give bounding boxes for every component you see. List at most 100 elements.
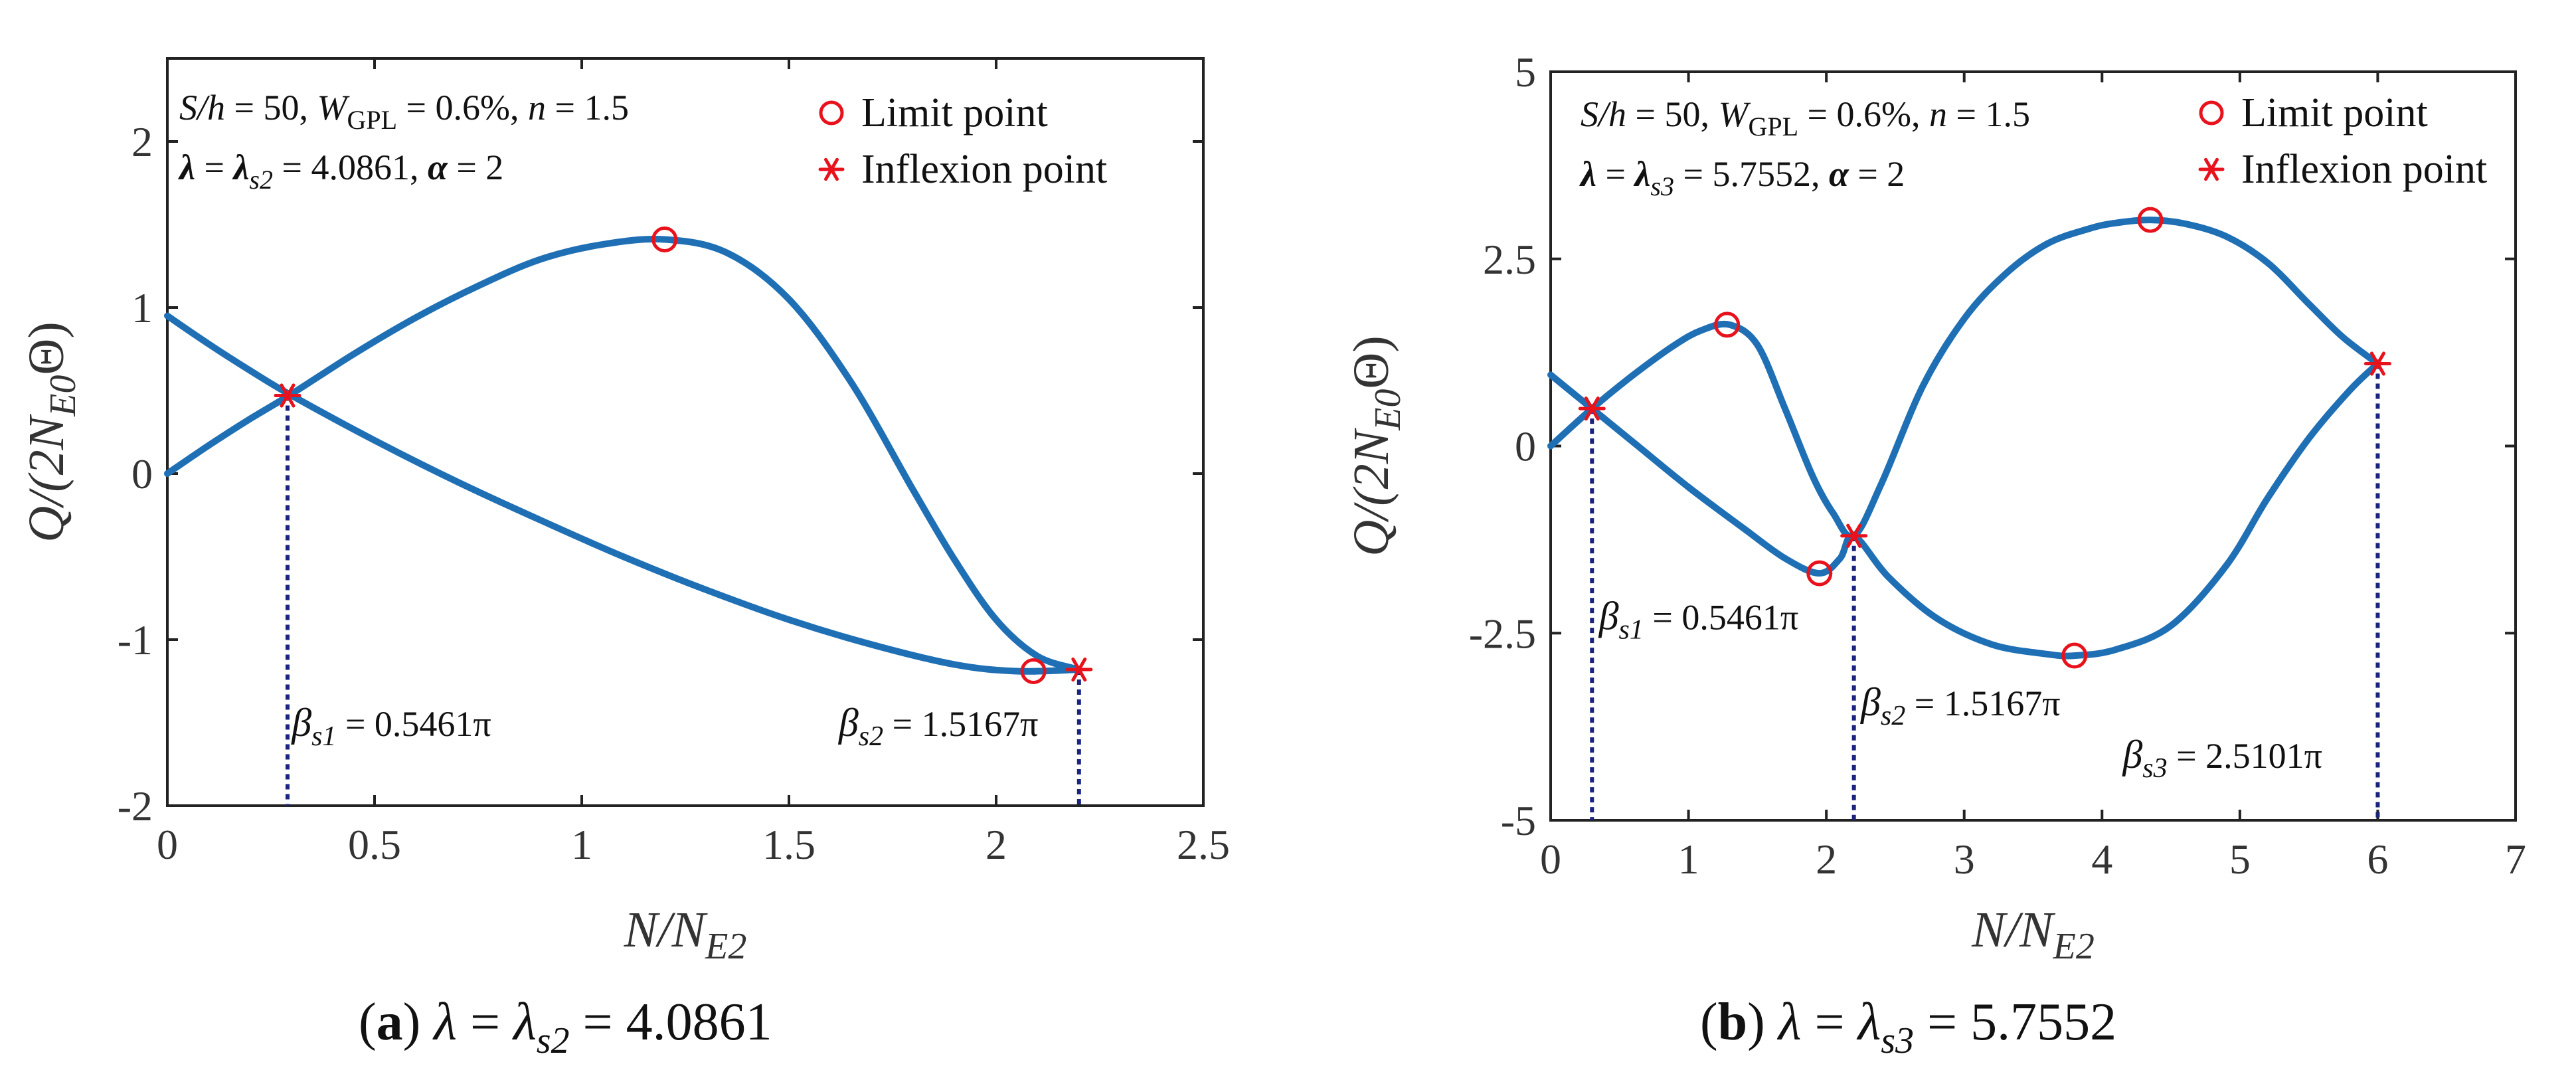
beta-value: = 0.5461π: [1644, 598, 1798, 638]
beta-symbol: β: [1598, 594, 1619, 638]
ann-lambda: λ: [1579, 154, 1596, 194]
y-tick-label: -2: [118, 782, 153, 830]
inflexion-point-marker-stroke: [1846, 523, 1862, 548]
caption-value: = 4.0861: [570, 993, 772, 1051]
x-axis-label-main: N/N: [1971, 902, 2056, 958]
x-tick-label: 5: [2229, 836, 2251, 883]
beta-subscript: s2: [859, 721, 883, 752]
y-tick-label: 2: [131, 118, 153, 165]
limit-point-marker: [2137, 207, 2164, 233]
caption-paren-close: ): [1747, 993, 1778, 1051]
x-tick-label: 4: [2091, 836, 2112, 883]
beta-symbol: β: [291, 701, 311, 745]
series-line-branch-a: [1547, 217, 2381, 540]
caption-lambda2: λ: [512, 993, 537, 1051]
x-tick-label: 0: [157, 821, 178, 868]
caption-paren-close: ): [403, 993, 434, 1051]
inflexion-point-marker: [1578, 397, 1606, 421]
x-tick-label: 7: [2505, 836, 2526, 883]
lambda-annotation: λ = λs2 = 4.0861, α = 2: [178, 147, 503, 195]
ann-lambda: λ: [178, 147, 195, 187]
y-tick-label: 5: [1515, 48, 1536, 96]
ann-w-val: = 0.6%,: [397, 88, 528, 128]
ann-alpha: α: [428, 147, 448, 187]
ann-w-sub: GPL: [347, 105, 397, 135]
ann-lambda-sub: s3: [1650, 171, 1674, 201]
caption-lambda: λ: [1777, 993, 1802, 1051]
params-annotation: S/h = 50, WGPL = 0.6%, n = 1.5: [179, 88, 629, 135]
beta-value: = 0.5461π: [336, 704, 491, 744]
y-axis-label-sub: E0: [1367, 389, 1409, 430]
x-tick-label: 1.5: [762, 821, 816, 868]
x-axis-label: N/NE2: [624, 902, 747, 967]
ann-sh: S/h: [179, 88, 225, 128]
caption-lambda2: λ: [1857, 993, 1881, 1051]
ann-lambda2: λ: [232, 147, 249, 187]
beta-value: = 2.5101π: [2168, 736, 2322, 776]
beta-label: βs2 = 1.5167π: [1860, 680, 2060, 731]
series-line-branch-upper: [164, 235, 1082, 673]
panel-caption: (b) λ = λs3 = 5.7552: [1700, 993, 2116, 1061]
ann-sh: S/h: [1581, 94, 1626, 134]
panel-caption: (a) λ = λs2 = 4.0861: [359, 993, 772, 1061]
x-tick-label: 0.5: [348, 821, 401, 868]
x-tick-label: 2: [1816, 836, 1837, 883]
y-tick-label: 0: [131, 450, 153, 497]
ann-n-val: = 1.5: [1947, 94, 2030, 134]
beta-label: βs1 = 0.5461π: [1598, 594, 1798, 646]
legend-label-limit: Limit point: [861, 90, 1048, 135]
ann-n: n: [1929, 94, 1947, 134]
ann-sh-val: = 50,: [1626, 94, 1718, 134]
inflexion-point-marker: [2363, 351, 2391, 376]
caption-sub: s2: [537, 1020, 570, 1061]
y-tick-label: 1: [131, 284, 153, 331]
caption-paren-open: (: [1700, 993, 1718, 1051]
caption-letter: a: [377, 993, 403, 1051]
limit-point-marker: [1714, 312, 1741, 338]
y-tick-label: -2.5: [1469, 610, 1536, 657]
caption-value: = 5.7552: [1914, 993, 2116, 1051]
limit-point-marker: [2061, 642, 2088, 669]
beta-subscript: s1: [1619, 615, 1644, 646]
beta-subscript: s1: [311, 721, 336, 752]
x-tick-label: 0: [1540, 836, 1561, 883]
legend-star-icon: [818, 157, 845, 181]
ann-sh-val: = 50,: [225, 88, 317, 128]
x-tick-label: 6: [2367, 836, 2388, 883]
caption-sub: s3: [1881, 1020, 1914, 1061]
y-axis-label-end: Θ): [1343, 335, 1399, 389]
beta-symbol: β: [838, 701, 859, 745]
ann-alpha-val: = 2: [448, 147, 503, 187]
legend-star-icon: [2198, 157, 2225, 181]
x-tick-label: 1: [571, 821, 592, 868]
y-axis-label-sub: E0: [43, 375, 84, 416]
lambda-annotation: λ = λs3 = 5.7552, α = 2: [1579, 154, 1905, 201]
ann-lambda-sub: s2: [249, 165, 273, 195]
legend-label-inflexion: Inflexion point: [2241, 147, 2487, 192]
inflexion-point-marker: [1840, 523, 1868, 548]
ann-eq: =: [195, 147, 233, 187]
ann-eq: =: [1596, 154, 1634, 194]
x-axis-label: N/NE2: [1971, 902, 2095, 967]
inflexion-point-marker-stroke: [2369, 351, 2385, 376]
ann-lambda-val: = 4.0861,: [273, 147, 428, 187]
inflexion-point-marker-stroke: [1584, 397, 1600, 421]
caption-lambda: λ: [432, 993, 457, 1051]
y-axis-label-end: Θ): [19, 321, 74, 375]
x-tick-label: 2: [986, 821, 1007, 868]
ann-w-val: = 0.6%,: [1798, 94, 1929, 134]
series-line-branch-lower: [164, 312, 1082, 675]
y-tick-label: 0: [1515, 423, 1536, 470]
ann-alpha-val: = 2: [1849, 154, 1905, 194]
inflexion-point-marker: [1065, 657, 1093, 682]
ann-n: n: [528, 88, 546, 128]
beta-value: = 1.5167π: [1905, 683, 2060, 723]
plot-frame: [166, 57, 1205, 807]
x-tick-label: 1: [1678, 836, 1699, 883]
series-line-branch-b: [1547, 360, 2381, 660]
y-axis-label-main: Q/(2N: [19, 413, 74, 542]
x-axis-label-sub: E2: [2053, 926, 2095, 967]
